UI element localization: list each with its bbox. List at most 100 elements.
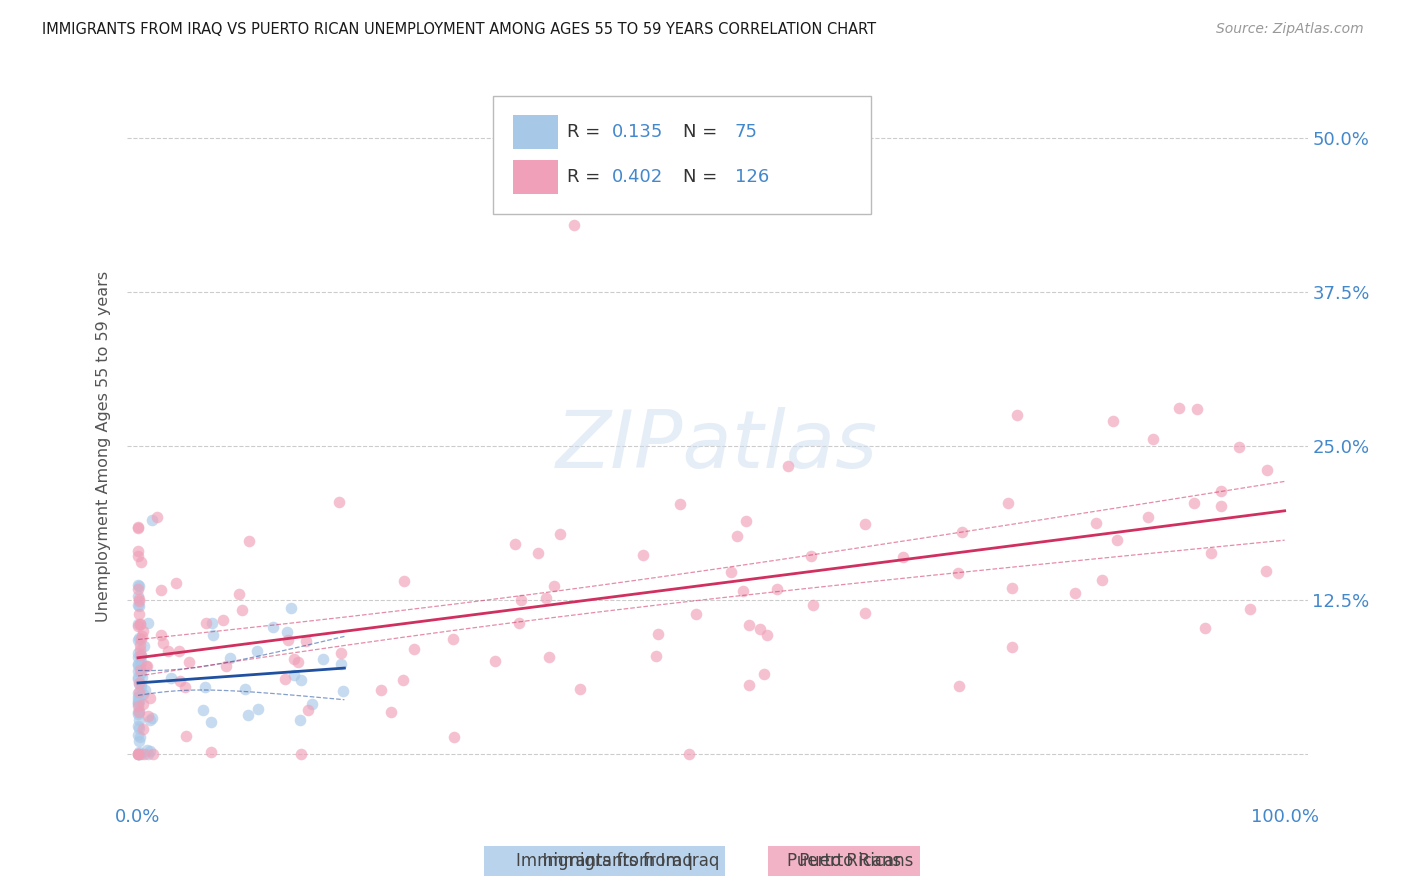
- Point: [127, 696, 149, 710]
- Point: [127, 706, 149, 720]
- Point: [128, 721, 150, 735]
- Point: [132, 722, 155, 736]
- Point: [127, 521, 149, 535]
- Point: [328, 495, 350, 509]
- Point: [1005, 408, 1028, 422]
- Point: [129, 663, 152, 677]
- Point: [946, 566, 969, 581]
- Point: [128, 592, 150, 607]
- Point: [129, 632, 152, 647]
- Point: [131, 629, 153, 643]
- Point: [201, 627, 224, 641]
- Point: [1209, 484, 1232, 499]
- Point: [127, 657, 149, 672]
- Point: [131, 665, 153, 680]
- Point: [891, 549, 914, 564]
- Point: [537, 650, 560, 665]
- Point: [136, 742, 159, 756]
- Point: [128, 607, 150, 621]
- Point: [127, 649, 149, 664]
- Point: [510, 593, 533, 607]
- Point: [738, 678, 761, 692]
- Point: [128, 704, 150, 718]
- Point: [127, 646, 149, 660]
- Point: [1182, 496, 1205, 510]
- Text: 75: 75: [735, 123, 758, 141]
- Point: [1142, 432, 1164, 446]
- Point: [1001, 582, 1024, 596]
- Point: [290, 747, 312, 761]
- Point: [128, 734, 150, 748]
- Point: [1091, 574, 1114, 588]
- Point: [200, 745, 222, 759]
- Point: [756, 628, 779, 642]
- Point: [801, 598, 824, 612]
- Point: [274, 672, 297, 686]
- Point: [138, 709, 160, 723]
- Text: Source: ZipAtlas.com: Source: ZipAtlas.com: [1216, 22, 1364, 37]
- Point: [141, 513, 163, 527]
- Text: Immigrants from Iraq: Immigrants from Iraq: [516, 852, 693, 870]
- Point: [138, 690, 160, 705]
- Point: [392, 673, 415, 688]
- Point: [201, 616, 224, 631]
- Point: [127, 696, 149, 710]
- Point: [131, 655, 153, 669]
- Text: ZIPatlas: ZIPatlas: [555, 407, 879, 485]
- Point: [191, 703, 214, 717]
- Point: [853, 606, 876, 620]
- Point: [129, 658, 152, 673]
- Text: N =: N =: [683, 168, 723, 186]
- Point: [211, 613, 233, 627]
- Point: [800, 549, 823, 563]
- Point: [195, 615, 218, 630]
- Point: [534, 591, 557, 605]
- Point: [160, 671, 183, 685]
- Point: [443, 731, 465, 745]
- Point: [128, 694, 150, 708]
- Point: [330, 657, 353, 672]
- Text: Puerto Ricans: Puerto Ricans: [786, 852, 901, 870]
- Point: [127, 589, 149, 603]
- Point: [1256, 564, 1278, 578]
- Text: R =: R =: [567, 123, 606, 141]
- Point: [734, 514, 756, 528]
- Point: [1064, 586, 1087, 600]
- Point: [1256, 463, 1278, 477]
- Point: [141, 711, 163, 725]
- Point: [527, 546, 550, 560]
- Point: [134, 639, 156, 653]
- Point: [129, 649, 152, 664]
- Point: [215, 659, 238, 673]
- Point: [678, 747, 700, 761]
- Point: [218, 651, 240, 665]
- Point: [132, 687, 155, 701]
- Point: [128, 745, 150, 759]
- Point: [127, 728, 149, 742]
- Point: [128, 713, 150, 727]
- Point: [246, 644, 269, 658]
- Point: [752, 667, 775, 681]
- Point: [503, 537, 526, 551]
- Point: [142, 747, 165, 761]
- Point: [134, 682, 156, 697]
- Point: [129, 638, 152, 652]
- Point: [200, 714, 222, 729]
- Text: Immigrants from Iraq: Immigrants from Iraq: [489, 852, 720, 870]
- Point: [128, 579, 150, 593]
- Point: [669, 497, 692, 511]
- Point: [1105, 533, 1128, 547]
- Point: [312, 652, 335, 666]
- Point: [128, 685, 150, 699]
- Point: [1101, 414, 1123, 428]
- Point: [1167, 401, 1189, 415]
- Point: [132, 624, 155, 638]
- Point: [1199, 546, 1222, 560]
- Point: [173, 680, 195, 694]
- Point: [748, 622, 770, 636]
- Point: [128, 599, 150, 613]
- Point: [156, 644, 179, 658]
- FancyBboxPatch shape: [513, 160, 558, 194]
- Point: [290, 673, 312, 687]
- Point: [135, 659, 157, 673]
